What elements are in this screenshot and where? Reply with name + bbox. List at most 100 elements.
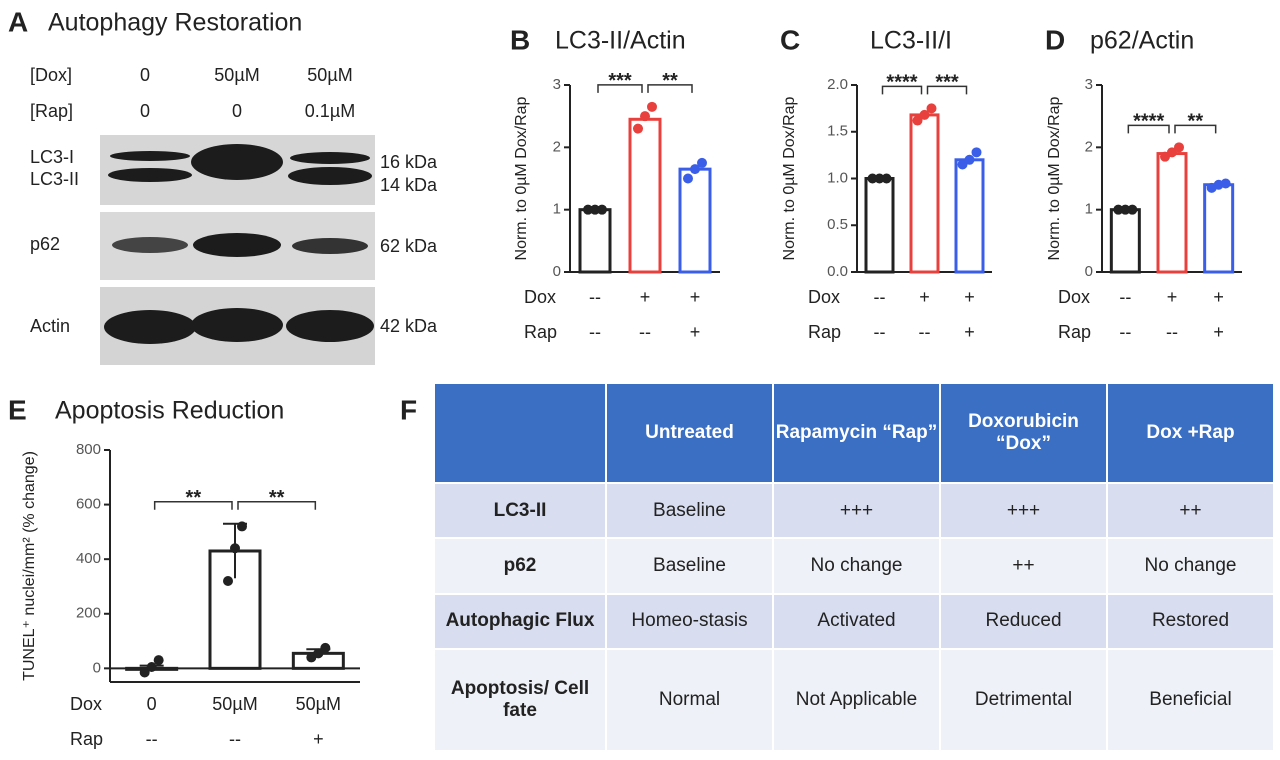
- data-point: [647, 101, 657, 112]
- y-axis-label: Norm. to 0µM Dox/Rap: [1046, 96, 1063, 260]
- header-cell: Rapamycin “Rap”: [772, 382, 941, 484]
- data-point: [237, 521, 247, 532]
- band-label: LC3-I: [30, 147, 74, 167]
- significance-bracket: [597, 84, 643, 93]
- y-tick-label: 3: [553, 76, 561, 93]
- x-row-value: 0: [147, 694, 157, 714]
- x-row-value: +: [919, 287, 930, 307]
- chart: E Apoptosis Reduction TUNEL⁺ nuclei/mm² (%…: [8, 394, 360, 749]
- data-point: [697, 157, 707, 168]
- panel-title: Autophagy Restoration: [48, 9, 302, 37]
- data-point: [964, 154, 975, 165]
- row-header: LC3-II: [433, 481, 607, 540]
- header-cell: [433, 382, 607, 484]
- summary-table: Untreated Rapamycin “Rap” Doxorubicin “Dox…: [433, 382, 1275, 753]
- data-point: [153, 655, 164, 666]
- data-point: [320, 642, 331, 653]
- header-cell: Dox +Rap: [1106, 382, 1275, 484]
- panel-letter: A: [8, 6, 28, 37]
- x-row-value: --: [146, 729, 158, 749]
- y-tick-label: 2: [553, 138, 561, 155]
- data-point: [1220, 178, 1231, 189]
- chart-title: LC3-II/I: [870, 27, 952, 55]
- panel-letter: B: [510, 24, 530, 55]
- x-row-value: --: [589, 322, 601, 342]
- data-point: [683, 173, 693, 184]
- x-row-value: --: [1119, 287, 1131, 307]
- data-point: [1120, 204, 1131, 215]
- x-row-label: Rap: [524, 322, 557, 342]
- band-label: Actin: [30, 316, 70, 336]
- x-row-label: Dox: [808, 287, 840, 307]
- table-cell: No change: [772, 537, 941, 595]
- header-row: Untreated Rapamycin “Rap” Doxorubicin “Dox…: [433, 382, 1275, 484]
- significance-bracket: [881, 85, 923, 95]
- y-tick-label: 800: [76, 441, 101, 458]
- x-row-value: --: [1119, 322, 1131, 342]
- chart-title: LC3-II/Actin: [555, 27, 686, 55]
- significance-label: ***: [935, 72, 959, 94]
- bar: [954, 158, 985, 274]
- data-point: [690, 164, 700, 175]
- band-label: LC3-II: [30, 169, 79, 189]
- x-row-value: --: [1166, 322, 1178, 342]
- panel-letter: D: [1045, 24, 1065, 55]
- significance-label: **: [662, 70, 678, 92]
- panel-letter: E: [8, 394, 27, 425]
- x-row-value: --: [874, 287, 886, 307]
- lane-label: 0.1µM: [305, 101, 355, 121]
- y-tick-label: 200: [76, 605, 101, 622]
- data-point: [867, 173, 878, 184]
- x-row-value: 50µM: [296, 694, 341, 714]
- significance-bracket: [926, 85, 968, 95]
- data-point: [590, 204, 600, 215]
- band-label: p62: [30, 234, 60, 254]
- table-cell: Normal: [605, 647, 774, 753]
- bar: [678, 167, 712, 274]
- y-tick-label: 0: [553, 263, 561, 280]
- row-label: [Rap]: [30, 101, 73, 121]
- data-point: [597, 204, 607, 215]
- panel-letter: C: [780, 24, 800, 55]
- data-point: [139, 667, 150, 678]
- significance-label: ****: [886, 72, 917, 94]
- band-size: 42 kDa: [380, 316, 438, 336]
- y-tick-label: 0.5: [827, 216, 848, 233]
- bar: [1156, 152, 1188, 274]
- table-cell: Activated: [772, 592, 941, 650]
- x-row-value: 50µM: [212, 694, 257, 714]
- y-tick-label: 0: [93, 659, 101, 676]
- table-cell: ++: [1106, 481, 1275, 540]
- x-row-value: +: [690, 287, 701, 307]
- table-cell: No change: [1106, 537, 1275, 595]
- y-tick-label: 600: [76, 496, 101, 513]
- x-row-value: +: [964, 322, 975, 342]
- x-row-label: Dox: [70, 694, 102, 714]
- y-axis-label: Norm. to 0µM Dox/Rap: [513, 96, 530, 260]
- table-cell: Beneficial: [1106, 647, 1275, 753]
- table-row: LC3-II Baseline +++ +++ ++: [433, 481, 1275, 540]
- x-row-value: +: [640, 287, 651, 307]
- panel-letter: F: [400, 394, 417, 425]
- lane-label: 50µM: [214, 65, 259, 85]
- blot-bands: [104, 144, 374, 344]
- row-header: Apoptosis/ Cell fate: [433, 647, 607, 753]
- lane-label: 0: [140, 65, 150, 85]
- x-row-value: --: [874, 322, 886, 342]
- data-point: [874, 173, 885, 184]
- y-tick-label: 1.0: [827, 169, 848, 186]
- data-point: [583, 204, 593, 215]
- y-tick-label: 3: [1085, 76, 1093, 93]
- significance-bracket: [647, 84, 693, 93]
- header-cell: Doxorubicin “Dox”: [939, 382, 1108, 484]
- table-cell: Homeo-stasis: [605, 592, 774, 650]
- band-size: 16 kDa: [380, 152, 438, 172]
- y-tick-label: 2.0: [827, 76, 848, 93]
- significance-label: **: [269, 487, 285, 509]
- x-row-value: +: [1213, 287, 1224, 307]
- x-row-label: Rap: [70, 729, 103, 749]
- y-tick-label: 1.5: [827, 123, 848, 140]
- row-header: Autophagic Flux: [433, 592, 607, 650]
